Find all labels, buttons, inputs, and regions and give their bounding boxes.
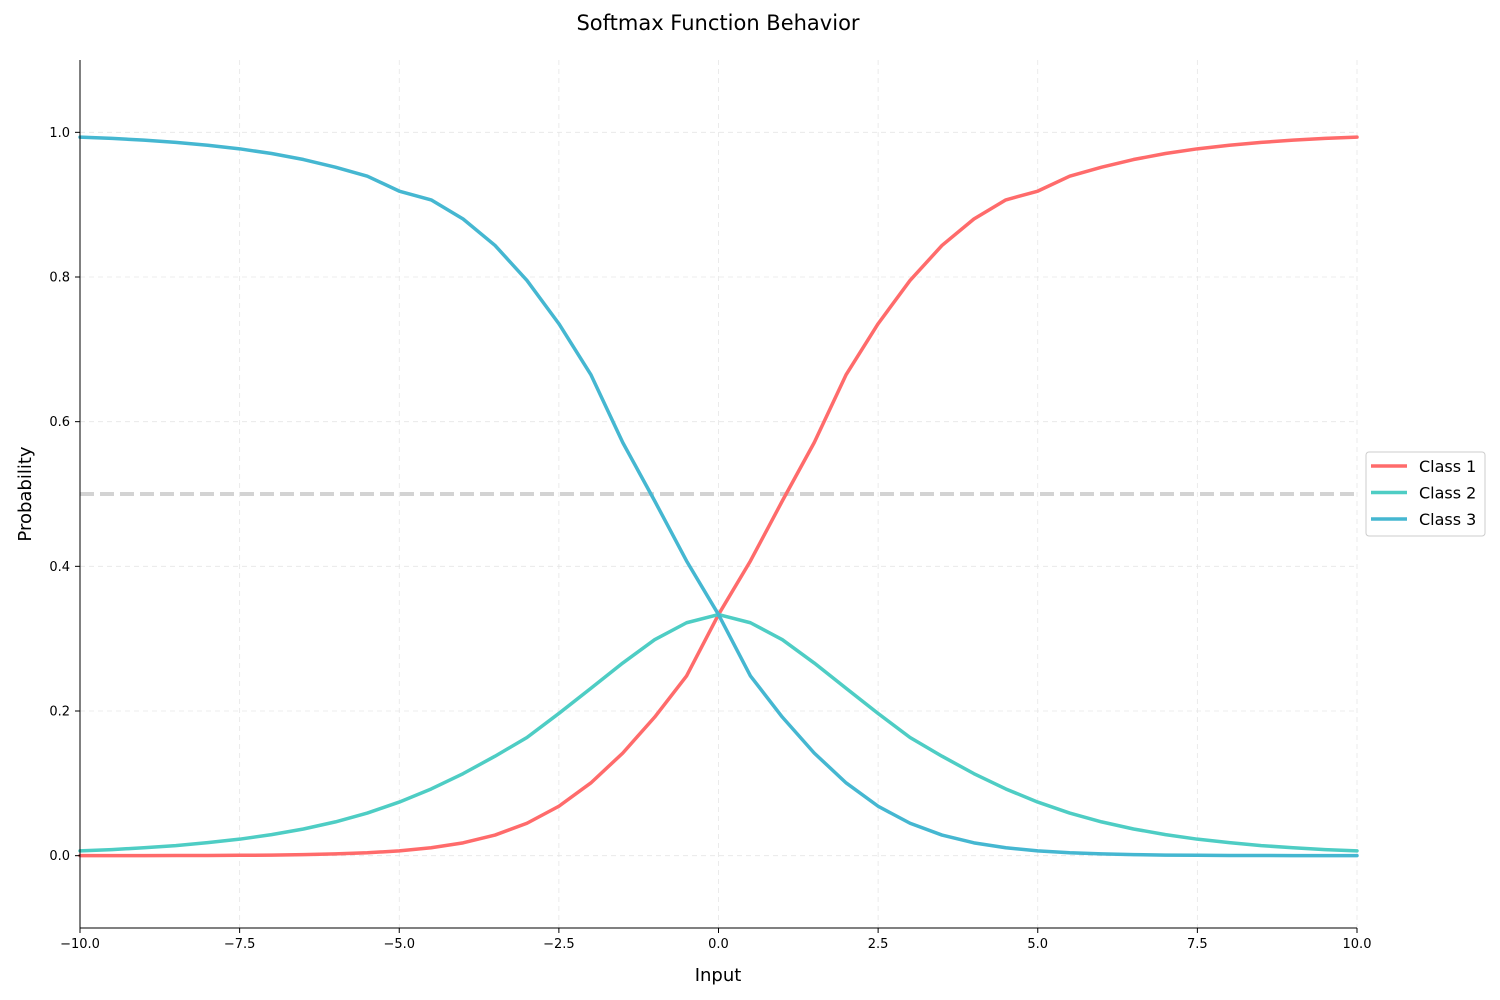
series-line-class-2 bbox=[78, 612, 1359, 853]
y-ticks: 0.0 0.2 0.4 0.6 0.8 1.0 bbox=[49, 126, 80, 864]
series-layer bbox=[78, 135, 1359, 858]
y-tick-label: 0.6 bbox=[49, 415, 70, 430]
chart-title: Softmax Function Behavior bbox=[576, 11, 859, 35]
x-tick-label: −7.5 bbox=[224, 937, 256, 952]
x-ticks: −10.0 −7.5 −5.0 −2.5 0.0 2.5 5.0 7.5 10.0 bbox=[60, 928, 1371, 952]
x-axis-label: Input bbox=[695, 965, 742, 986]
x-tick-label: 0.0 bbox=[708, 937, 729, 952]
y-tick-label: 0.2 bbox=[49, 705, 70, 720]
legend-label-class-1: Class 1 bbox=[1419, 457, 1476, 476]
y-tick-label: 0.8 bbox=[49, 271, 70, 286]
series-line-class-3 bbox=[78, 135, 1359, 858]
y-tick-label: 1.0 bbox=[49, 126, 70, 141]
x-tick-label: −5.0 bbox=[383, 937, 415, 952]
x-tick-label: −2.5 bbox=[543, 937, 575, 952]
y-tick-label: 0.4 bbox=[49, 560, 70, 575]
x-tick-label: 5.0 bbox=[1027, 937, 1048, 952]
y-axis-label: Probability bbox=[15, 446, 36, 541]
y-tick-label: 0.0 bbox=[49, 849, 70, 864]
x-tick-label: 10.0 bbox=[1343, 937, 1372, 952]
legend-label-class-2: Class 2 bbox=[1419, 484, 1476, 503]
x-tick-label: −10.0 bbox=[60, 937, 100, 952]
x-tick-label: 2.5 bbox=[868, 937, 889, 952]
legend: Class 1 Class 2 Class 3 bbox=[1365, 451, 1486, 537]
legend-label-class-3: Class 3 bbox=[1419, 510, 1476, 529]
x-tick-label: 7.5 bbox=[1187, 937, 1208, 952]
legend-box bbox=[1365, 451, 1486, 537]
